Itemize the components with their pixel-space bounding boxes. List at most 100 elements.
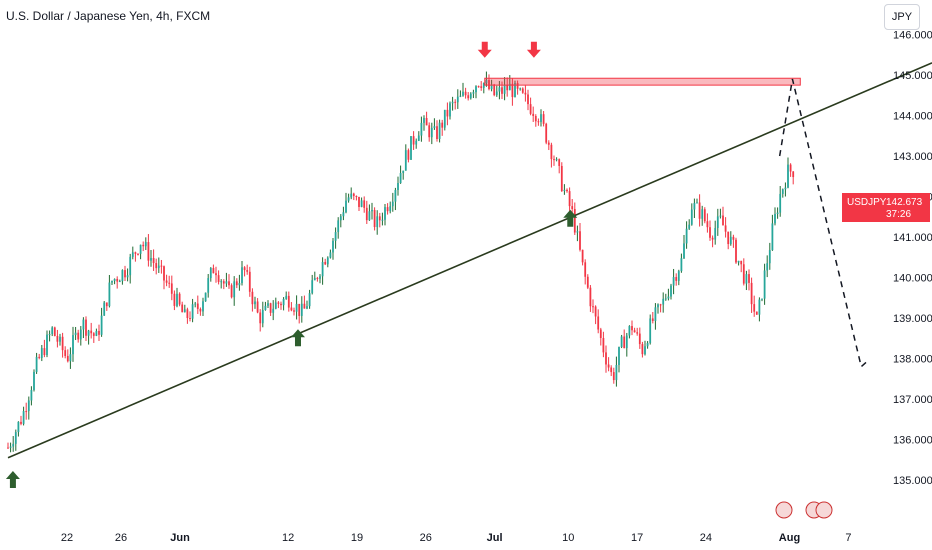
candle-body — [332, 240, 334, 253]
candle-body — [360, 200, 363, 207]
candle-body — [196, 303, 199, 309]
candle-body — [740, 260, 743, 265]
y-tick-label: 137.000 — [893, 394, 932, 406]
us-flag-icon[interactable] — [815, 501, 833, 519]
candle-body — [550, 144, 553, 160]
candle-body — [503, 85, 506, 94]
candle-body — [131, 252, 134, 257]
candle-body — [350, 193, 353, 198]
candle-body — [761, 298, 763, 300]
candle-body — [696, 202, 698, 204]
candle-body — [755, 311, 758, 315]
events-icons[interactable] — [775, 501, 833, 519]
up-arrow-icon[interactable] — [563, 209, 578, 227]
candle-body — [311, 280, 314, 294]
currency-button[interactable]: JPY — [884, 4, 920, 30]
x-tick-label: 26 — [420, 532, 432, 544]
candle-body — [443, 109, 446, 128]
candle-body — [727, 231, 730, 245]
time-axis[interactable]: 22 26 Jun 12 19 26 Jul 10 17 24 Aug 7 — [61, 532, 852, 544]
candle-body — [599, 329, 602, 339]
candle-body — [72, 335, 74, 355]
trendline[interactable] — [7, 62, 932, 459]
projection-path[interactable] — [778, 78, 869, 368]
candle-body — [87, 330, 90, 336]
candle-body — [664, 298, 667, 300]
candle-body — [709, 227, 711, 238]
candle-body — [662, 298, 665, 305]
candle-body — [610, 367, 613, 373]
candle-body — [259, 312, 262, 324]
up-arrow-icon[interactable] — [5, 470, 20, 488]
candle-body — [490, 84, 493, 90]
candle-body — [77, 332, 80, 340]
candle-body — [209, 268, 212, 279]
down-arrow-icon[interactable] — [477, 41, 492, 58]
candle-body — [243, 267, 246, 271]
down-arrow-icon[interactable] — [526, 41, 541, 58]
candle-body — [381, 219, 384, 221]
candle-body — [371, 210, 373, 212]
candle-body — [79, 329, 82, 340]
candle-body — [121, 270, 124, 282]
candle-body — [719, 215, 722, 217]
candle-body — [126, 275, 129, 278]
y-tick-label: 143.000 — [893, 151, 932, 163]
price-axis[interactable]: 146.000145.000144.000143.000142.000141.0… — [893, 30, 932, 488]
price-tag: USDJPY 142.673 37:26 — [842, 193, 930, 222]
candle-body — [352, 193, 355, 197]
candle-body — [157, 265, 160, 269]
candle-body — [40, 348, 43, 358]
candle-body — [163, 266, 165, 281]
candle-body — [612, 372, 615, 381]
candle-body — [438, 122, 441, 139]
candle-body — [605, 352, 607, 365]
candle-body — [142, 244, 145, 247]
candle-body — [342, 212, 345, 217]
candle-body — [659, 304, 662, 306]
candle-body — [215, 273, 217, 276]
candle-body — [394, 190, 397, 202]
candle-body — [256, 301, 259, 313]
candles-layer — [7, 71, 795, 453]
candle-body — [633, 330, 636, 333]
candle-body — [168, 282, 171, 284]
candle-body — [300, 303, 303, 316]
candle-body — [781, 189, 784, 194]
candle-body — [716, 216, 719, 228]
candle-body — [456, 96, 459, 103]
candle-body — [446, 109, 449, 117]
candle-body — [358, 196, 360, 207]
price-tag-price: 142.673 — [886, 197, 923, 208]
candle-body — [753, 304, 756, 312]
candle-body — [488, 80, 490, 90]
candle-body — [103, 302, 106, 316]
candle-body — [498, 87, 501, 92]
candle-body — [105, 302, 108, 307]
candle-body — [95, 330, 98, 336]
candle-body — [183, 309, 186, 313]
candle-body — [732, 236, 735, 240]
candle-body — [586, 276, 589, 288]
up-arrow-icon[interactable] — [290, 329, 305, 347]
candle-body — [693, 202, 696, 210]
candle-body — [82, 319, 85, 330]
resistance-zone[interactable] — [484, 77, 801, 86]
candle-body — [43, 348, 46, 356]
candle-body — [98, 330, 100, 335]
candle-body — [160, 265, 163, 267]
candle-body — [410, 136, 412, 160]
y-tick-label: 136.000 — [893, 435, 932, 447]
candle-body — [386, 207, 389, 212]
candle-body — [651, 318, 654, 321]
us-flag-icon[interactable] — [775, 501, 793, 519]
x-tick-label: 7 — [845, 532, 851, 544]
candle-body — [482, 83, 485, 88]
candle-body — [220, 281, 223, 283]
candle-body — [516, 83, 519, 89]
candle-body — [30, 389, 33, 401]
candle-body — [589, 287, 592, 307]
candle-body — [204, 292, 207, 302]
candle-body — [202, 301, 204, 312]
